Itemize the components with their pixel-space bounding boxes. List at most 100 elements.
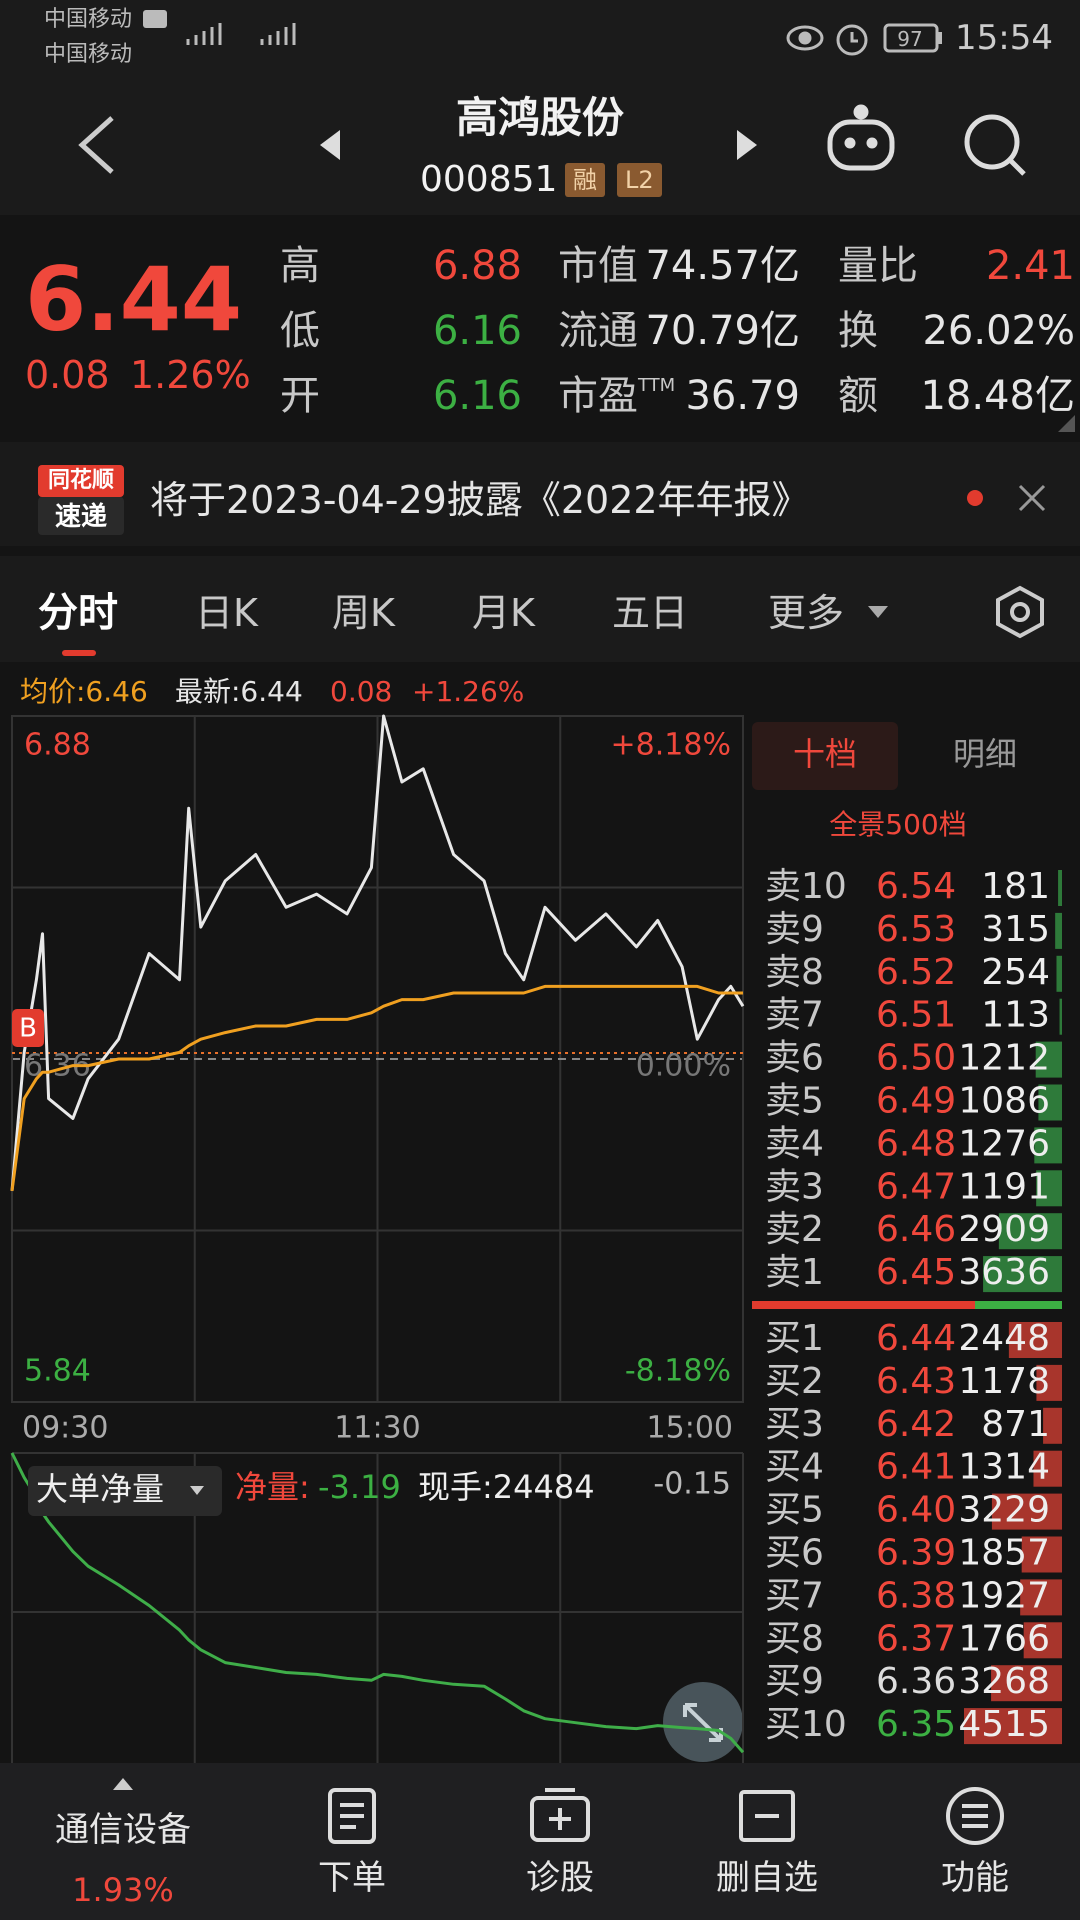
avg-price: 均价:6.46 [20, 675, 148, 708]
quote-value: 26.02% [922, 308, 1075, 354]
level-volume: 1178 [958, 1361, 1050, 1402]
level-volume: 1086 [958, 1081, 1050, 1122]
level-label: 买1 [765, 1318, 824, 1359]
chart-tab[interactable]: 更多 [768, 591, 845, 635]
settings-button[interactable] [996, 585, 1044, 639]
level-price: 6.41 [876, 1447, 956, 1488]
back-button[interactable] [78, 116, 114, 174]
nav-item[interactable]: 删自选 [716, 1858, 818, 1898]
level-label: 买8 [765, 1618, 824, 1659]
level-price: 6.40 [876, 1490, 956, 1531]
balance-bar-buy [752, 1301, 975, 1309]
level-volume: 2909 [958, 1209, 1050, 1250]
quote-label: 开 [280, 373, 320, 419]
level-volume: 3268 [958, 1661, 1050, 1702]
series-line [10, 984, 743, 1192]
nav-item[interactable]: 诊股 [526, 1858, 594, 1898]
level-price: 6.42 [876, 1404, 956, 1445]
sector-name[interactable]: 通信设备 [55, 1810, 191, 1850]
chart-tab[interactable]: 分时 [38, 590, 118, 636]
volume-bar [1008, 1322, 1062, 1358]
level-volume: 315 [981, 909, 1050, 950]
indicator-name: 大单净量 [36, 1470, 164, 1508]
level-price: 6.48 [876, 1123, 956, 1164]
level-label: 卖1 [765, 1252, 824, 1293]
quote-label-sup: TTM [638, 375, 676, 396]
volume-bar [1058, 870, 1062, 906]
quote-label: 流通 [558, 308, 638, 354]
volume-bar [1055, 912, 1062, 949]
next-stock[interactable] [737, 130, 757, 160]
chart-frame [11, 715, 744, 1403]
level-price: 6.44 [876, 1318, 956, 1359]
level-label: 卖7 [765, 995, 824, 1036]
header-bg [0, 0, 1080, 215]
level-volume: 3636 [958, 1252, 1050, 1293]
notice-badge [38, 497, 124, 535]
notice-badge-text: 速递 [54, 502, 108, 532]
prev-stock[interactable] [320, 130, 340, 160]
level-volume: 1857 [958, 1533, 1050, 1574]
level-price: 6.37 [876, 1618, 956, 1659]
carrier: 中国移动 [44, 7, 133, 32]
level-volume: 1276 [958, 1123, 1050, 1164]
status-icons [143, 10, 942, 56]
nav-item[interactable]: 下单 [318, 1858, 386, 1898]
quote-label: 量比 [838, 243, 918, 289]
chart-tab[interactable]: 周K [332, 591, 395, 635]
volume-bar [1035, 1041, 1062, 1078]
level-price: 6.43 [876, 1361, 956, 1402]
level-volume: 1766 [958, 1618, 1050, 1659]
more-arrow[interactable] [868, 606, 888, 618]
order-tab-active[interactable] [752, 722, 898, 790]
level-price: 6.54 [876, 866, 956, 907]
close-notice[interactable] [1018, 484, 1046, 512]
fullscreen-button[interactable] [663, 1682, 743, 1762]
tab-underline [62, 650, 96, 656]
y-tick-label: 6.88 [24, 728, 91, 763]
badge: 融 [565, 163, 605, 197]
nav-item[interactable]: 功能 [941, 1858, 1009, 1898]
quote-value: 70.79亿 [645, 308, 800, 354]
chart-tab[interactable]: 五日 [612, 591, 689, 635]
quote-value: 18.48亿 [920, 373, 1075, 419]
quote-label: 换 [838, 308, 878, 354]
level-price: 6.46 [876, 1209, 956, 1250]
level-price: 6.50 [876, 1038, 956, 1079]
level-price: 6.35 [876, 1704, 956, 1745]
volume-bar [991, 1665, 1062, 1702]
sector-change: 1.93% [72, 1871, 174, 1909]
robot-button[interactable] [827, 104, 895, 171]
battery-level: 97 [897, 27, 923, 51]
last-price: 6.44 [25, 248, 243, 351]
quote-value: 36.79 [685, 373, 800, 419]
chart-tab[interactable]: 日K [195, 591, 258, 635]
buy-marker-text: B [19, 1014, 37, 1044]
volume-bar [1033, 1450, 1062, 1487]
level-volume: 3229 [958, 1490, 1050, 1531]
chart-tab[interactable]: 月K [472, 591, 535, 635]
level-label: 卖5 [765, 1081, 824, 1122]
series-line [10, 714, 745, 1192]
indicator-arrow [190, 1486, 204, 1495]
pct-label: +8.18% [611, 728, 731, 763]
quote-value: 6.88 [432, 243, 522, 289]
volume-bar [991, 1493, 1062, 1530]
search-button[interactable] [964, 114, 1026, 176]
level-label: 买9 [765, 1661, 824, 1702]
quote-label: 市盈 [558, 373, 638, 419]
nav-icons [113, 1778, 1004, 1845]
volume-bar [1036, 1364, 1062, 1401]
level-price: 6.53 [876, 909, 956, 950]
level-label: 卖3 [765, 1166, 824, 1207]
level-volume: 254 [981, 952, 1050, 993]
volume-bar [1023, 1622, 1062, 1659]
level-price: 6.52 [876, 952, 956, 993]
change: 0.08 [25, 353, 110, 397]
level-volume: 1927 [958, 1575, 1050, 1616]
level-label: 买3 [765, 1404, 824, 1445]
notice-text[interactable]: 将于2023-04-29披露《2022年年报》 [150, 478, 810, 522]
carrier: 中国移动 [44, 42, 133, 67]
level-volume: 4515 [958, 1704, 1050, 1745]
